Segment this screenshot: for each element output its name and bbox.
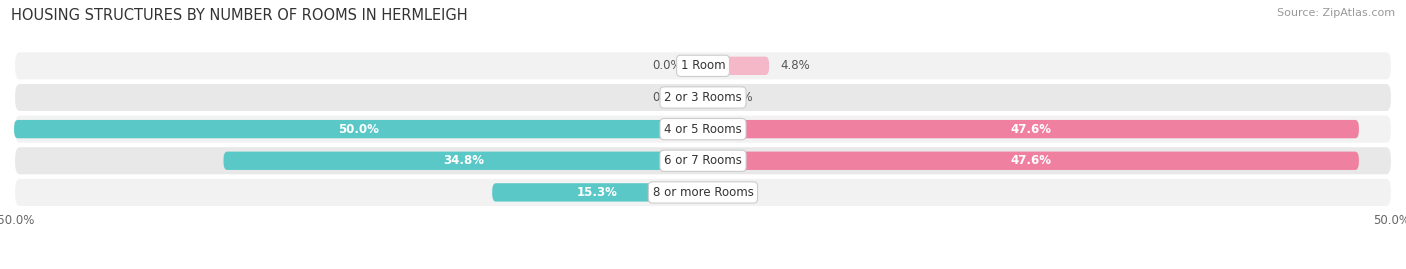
Text: 0.0%: 0.0% [724, 91, 754, 104]
Text: 4.8%: 4.8% [780, 59, 810, 72]
FancyBboxPatch shape [14, 178, 1392, 207]
FancyBboxPatch shape [14, 146, 1392, 175]
Text: 34.8%: 34.8% [443, 154, 484, 167]
Text: 2 or 3 Rooms: 2 or 3 Rooms [664, 91, 742, 104]
Text: 0.0%: 0.0% [724, 186, 754, 199]
FancyBboxPatch shape [703, 152, 1358, 170]
Text: 6 or 7 Rooms: 6 or 7 Rooms [664, 154, 742, 167]
FancyBboxPatch shape [14, 83, 1392, 112]
Text: 1 Room: 1 Room [681, 59, 725, 72]
Text: 4 or 5 Rooms: 4 or 5 Rooms [664, 123, 742, 136]
Text: 15.3%: 15.3% [576, 186, 619, 199]
FancyBboxPatch shape [14, 51, 1392, 80]
Text: 0.0%: 0.0% [652, 91, 682, 104]
FancyBboxPatch shape [14, 115, 1392, 144]
FancyBboxPatch shape [703, 120, 1358, 138]
Text: Source: ZipAtlas.com: Source: ZipAtlas.com [1277, 8, 1395, 18]
FancyBboxPatch shape [224, 152, 703, 170]
FancyBboxPatch shape [14, 120, 703, 138]
Text: 8 or more Rooms: 8 or more Rooms [652, 186, 754, 199]
FancyBboxPatch shape [703, 57, 769, 75]
Text: 47.6%: 47.6% [1011, 154, 1052, 167]
Text: 47.6%: 47.6% [1011, 123, 1052, 136]
FancyBboxPatch shape [492, 183, 703, 201]
Text: 50.0%: 50.0% [337, 123, 380, 136]
Text: HOUSING STRUCTURES BY NUMBER OF ROOMS IN HERMLEIGH: HOUSING STRUCTURES BY NUMBER OF ROOMS IN… [11, 8, 468, 23]
Text: 0.0%: 0.0% [652, 59, 682, 72]
